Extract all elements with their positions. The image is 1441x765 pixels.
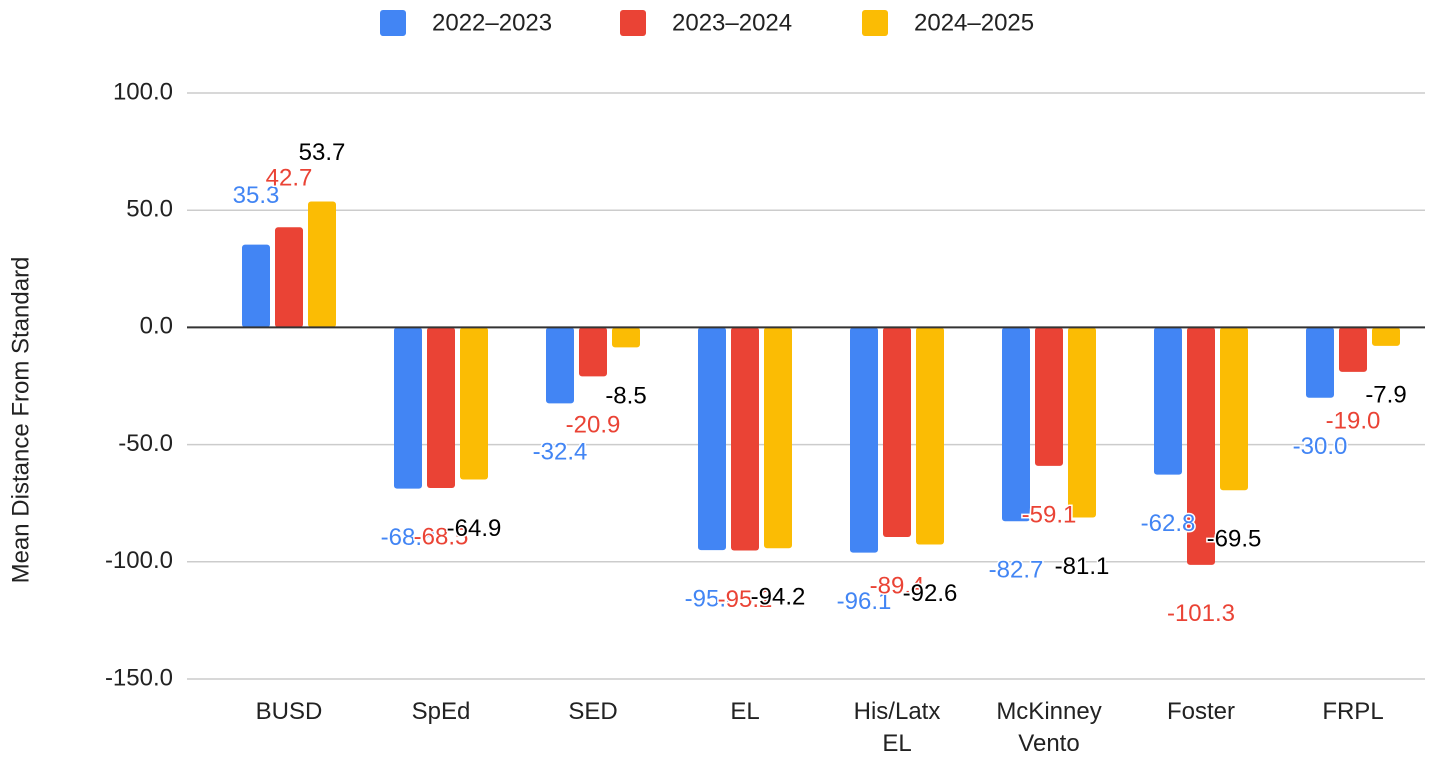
legend-label: 2024–2025	[914, 9, 1034, 36]
bar	[916, 327, 944, 545]
bar	[1187, 327, 1215, 565]
y-axis-title: Mean Distance From Standard	[7, 257, 34, 584]
value-label: -95.0	[685, 585, 740, 612]
x-tick-label: EL	[730, 698, 759, 725]
x-tick-label: Foster	[1167, 698, 1235, 725]
value-label: -68.5	[414, 523, 469, 550]
bar	[427, 327, 455, 488]
value-label: -19.0	[1326, 407, 1381, 434]
value-label: -7.9	[1365, 381, 1406, 408]
value-label: -32.4	[533, 439, 588, 466]
x-tick-label: His/Latx EL	[854, 698, 941, 757]
bar	[1068, 327, 1096, 518]
bar	[546, 327, 574, 404]
x-tick-label: FRPL	[1322, 698, 1383, 725]
legend-label: 2022–2023	[432, 9, 552, 36]
legend-swatch	[620, 10, 646, 36]
bar	[308, 201, 336, 328]
value-label: -59.1	[1022, 501, 1077, 528]
bar	[394, 327, 422, 489]
x-tick-label: BUSD	[256, 698, 323, 725]
x-tick-label: SED	[568, 698, 617, 725]
bar	[460, 327, 488, 480]
value-label: -8.5	[605, 383, 646, 410]
bar	[1002, 327, 1030, 522]
legend-swatch	[380, 10, 406, 36]
bar	[1035, 327, 1063, 466]
value-label: -81.1	[1055, 553, 1110, 580]
bar	[1372, 327, 1400, 346]
y-tick-label: -150.0	[105, 664, 173, 691]
value-label: -62.8	[1141, 510, 1196, 537]
legend-label: 2023–2024	[672, 9, 792, 36]
bar	[1339, 327, 1367, 372]
value-label: -68.8	[381, 524, 436, 551]
value-label: -95.2	[718, 586, 773, 613]
value-label: -94.2	[751, 584, 806, 611]
y-tick-label: 100.0	[113, 78, 173, 105]
value-label: -69.5	[1207, 526, 1262, 553]
bar	[612, 327, 640, 348]
value-label: -101.3	[1167, 600, 1235, 627]
bar	[1154, 327, 1182, 475]
bar	[579, 327, 607, 377]
y-tick-label: -50.0	[118, 430, 173, 457]
bar	[883, 327, 911, 537]
x-tick-label: SpEd	[412, 698, 471, 725]
bar	[698, 327, 726, 551]
bar	[1220, 327, 1248, 491]
x-tick-label: McKinney Vento	[996, 698, 1101, 757]
y-tick-label: -100.0	[105, 547, 173, 574]
y-tick-label: 0.0	[140, 313, 173, 340]
legend-swatch	[862, 10, 888, 36]
bar	[764, 327, 792, 549]
value-label: -20.9	[566, 412, 621, 439]
bar	[731, 327, 759, 551]
bar	[1306, 327, 1334, 398]
bar	[850, 327, 878, 553]
value-label: 35.3	[233, 182, 280, 209]
value-label: -82.7	[989, 557, 1044, 584]
bar	[242, 244, 270, 328]
value-label: -96.1	[837, 588, 892, 615]
bar	[275, 227, 303, 328]
value-label: 42.7	[266, 165, 313, 192]
value-label: -64.9	[447, 515, 502, 542]
value-label: -92.6	[903, 580, 958, 607]
value-label: 53.7	[299, 139, 346, 166]
value-label: -89.4	[870, 572, 925, 599]
y-tick-label: 50.0	[126, 196, 173, 223]
value-label: -30.0	[1293, 433, 1348, 460]
